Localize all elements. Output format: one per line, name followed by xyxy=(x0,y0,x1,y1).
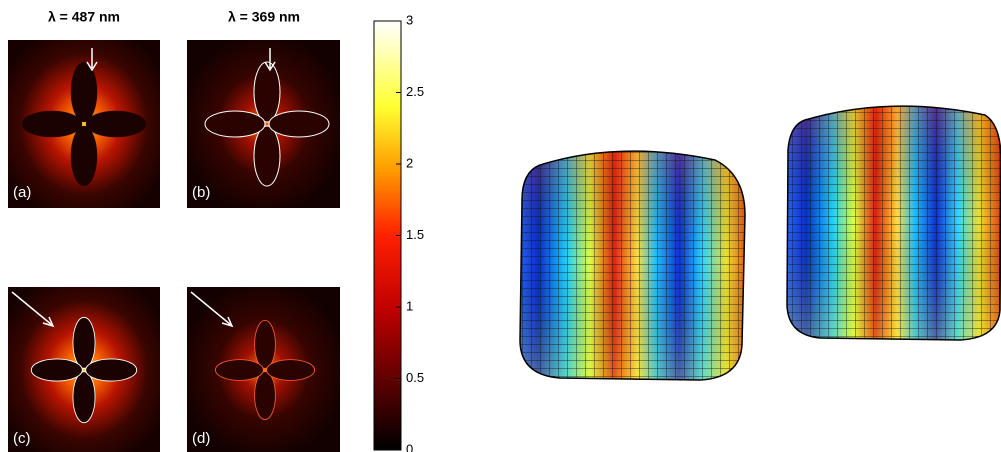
column-title: λ = 487 nm xyxy=(48,9,120,25)
tick-label: 3 xyxy=(406,12,413,27)
field-panel: (b) xyxy=(187,40,340,208)
field-panel: (d) xyxy=(187,287,340,452)
tick-label: 0 xyxy=(406,441,413,452)
tick-label: 2 xyxy=(406,155,413,170)
panel-label: (b) xyxy=(192,184,210,201)
page: λ = 487 nm λ = 369 nm (a) (b) (c) (d) 0 0… xyxy=(0,0,1001,452)
tick-label: 2.5 xyxy=(406,84,424,99)
panel-label: (c) xyxy=(13,430,31,447)
cube-plot xyxy=(785,95,1001,345)
tick-label: 0.5 xyxy=(406,370,424,385)
field-panel: (a) xyxy=(8,40,160,208)
panel-label: (d) xyxy=(192,430,210,447)
panel-label: (a) xyxy=(13,184,31,201)
column-title: λ = 369 nm xyxy=(228,9,300,25)
cube-plot xyxy=(515,135,750,385)
field-panel: (c) xyxy=(8,287,160,452)
tick-label: 1.5 xyxy=(406,227,424,242)
tick-label: 1 xyxy=(406,298,413,313)
figure: λ = 487 nm λ = 369 nm (a) (b) (c) (d) 0 0… xyxy=(0,0,1001,452)
